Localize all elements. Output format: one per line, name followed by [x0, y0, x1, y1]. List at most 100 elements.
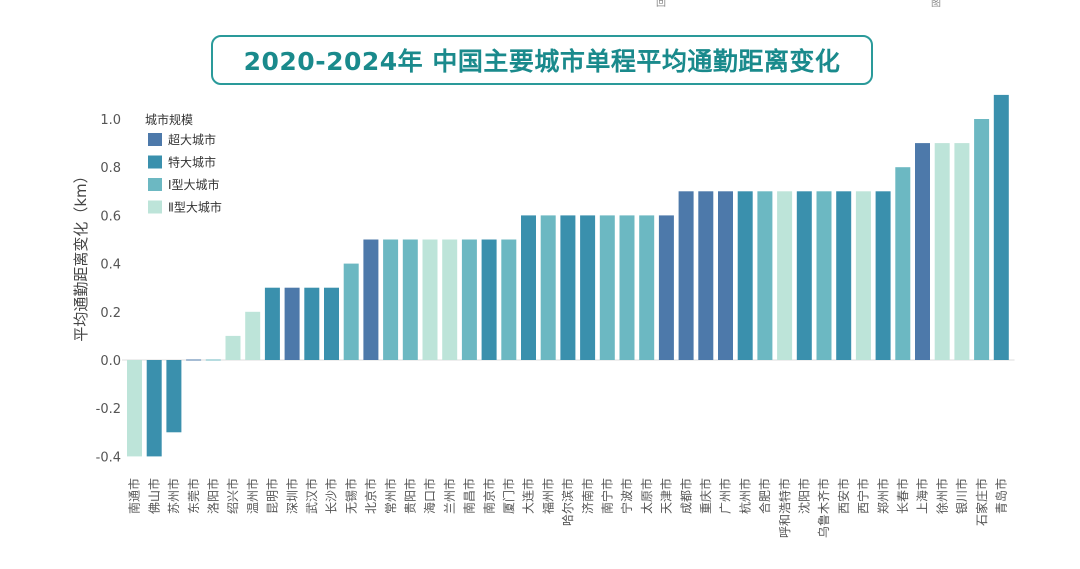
- y-tick-label: 1.0: [100, 113, 121, 128]
- legend-label: 特大城市: [168, 155, 216, 170]
- x-tick-label: 深圳市: [284, 478, 299, 514]
- x-axis-categories: 南通市 佛山市 苏州市 东莞市 洛阳市 绍兴市 温州市 昆明市 深圳市 武汉市 长沙市 无锡市 北京市常…: [127, 478, 1009, 538]
- cropped-fragment: 图: [931, 0, 941, 9]
- y-tick-label: -0.2: [96, 402, 121, 417]
- bar: [639, 215, 655, 360]
- x-tick-label: 徐州市: [934, 478, 949, 514]
- bar: [796, 191, 812, 360]
- bar: [166, 360, 182, 433]
- bar: [619, 215, 635, 360]
- x-tick-label: 南京市: [481, 478, 496, 514]
- bar: [658, 215, 674, 360]
- bar: [737, 191, 753, 360]
- x-tick-label: 温州市: [245, 478, 260, 514]
- legend-swatch: [148, 133, 162, 146]
- y-axis-label: 平均通勤距离变化（km）: [72, 168, 90, 341]
- legend-label: 超大城市: [168, 132, 216, 147]
- x-tick-label: 绍兴市: [225, 478, 240, 514]
- y-tick-label: 0.6: [100, 209, 121, 224]
- bars: [127, 94, 1009, 457]
- x-tick-label: 上海市: [915, 478, 930, 514]
- x-tick-label: 东莞市: [186, 478, 201, 514]
- bar: [580, 215, 596, 360]
- y-tick-label: 0.4: [100, 258, 121, 273]
- bar: [383, 239, 399, 360]
- chart-title: 2020-2024年 中国主要城市单程平均通勤距离变化: [211, 35, 873, 85]
- bar: [915, 143, 930, 360]
- bar: [678, 191, 694, 360]
- x-tick-label: 无锡市: [343, 478, 358, 514]
- x-tick-label: 太原市: [639, 478, 654, 514]
- bar: [442, 239, 458, 360]
- bar: [816, 191, 832, 360]
- x-tick-label: 大连市: [521, 478, 536, 514]
- bar: [777, 191, 793, 360]
- bar: [402, 239, 418, 360]
- x-tick-label: 南昌市: [462, 478, 477, 514]
- bar: [422, 239, 438, 360]
- bar: [146, 360, 162, 457]
- bar: [895, 167, 911, 360]
- x-tick-label: 杭州市: [737, 478, 752, 514]
- x-tick-label: 重庆市: [698, 478, 713, 514]
- x-tick-label: 西宁市: [856, 478, 871, 514]
- bar: [757, 191, 773, 360]
- x-tick-label: 宁波市: [619, 478, 634, 514]
- x-tick-label: 天津市: [659, 478, 674, 514]
- y-tick-label: -0.4: [96, 450, 121, 465]
- y-tick-label: 0.0: [100, 354, 121, 369]
- bar: [698, 191, 714, 360]
- legend-label: Ⅱ型大城市: [168, 200, 222, 215]
- legend-title: 城市规模: [145, 112, 193, 127]
- x-tick-label: 银川市: [954, 478, 969, 514]
- cropped-fragment: 回: [656, 0, 666, 9]
- x-tick-label: 南通市: [127, 478, 142, 514]
- x-tick-label: 苏州市: [166, 478, 181, 514]
- bar: [284, 287, 300, 360]
- bar: [954, 143, 970, 360]
- bar: [225, 335, 241, 360]
- y-axis-ticks: 1.0 0.8 0.6 0.4 0.2 0.0 -0.2 -0.4: [96, 113, 121, 465]
- x-tick-label: 洛阳市: [206, 478, 221, 514]
- x-tick-label: 哈尔滨市: [560, 478, 575, 526]
- x-tick-label: 佛山市: [146, 478, 161, 514]
- bar: [599, 215, 615, 360]
- bar: [993, 94, 1009, 361]
- bar: [855, 191, 871, 360]
- bar: [521, 215, 536, 360]
- x-tick-label: 乌鲁木齐市: [816, 478, 831, 538]
- bar: [343, 263, 359, 360]
- bar: [836, 191, 852, 360]
- x-tick-label: 兰州市: [442, 478, 457, 514]
- bar: [718, 191, 733, 360]
- legend-swatch: [148, 200, 162, 214]
- x-tick-label: 福州市: [540, 478, 555, 514]
- x-tick-label: 南宁市: [600, 478, 615, 514]
- x-tick-label: 济南市: [580, 478, 595, 514]
- bar: [934, 143, 950, 360]
- x-tick-label: 厦门市: [501, 478, 516, 514]
- x-tick-label: 常州市: [383, 478, 398, 514]
- legend-label: Ⅰ型大城市: [168, 177, 220, 192]
- bar: [304, 287, 320, 360]
- x-tick-label: 郑州市: [875, 478, 890, 514]
- bar: [363, 239, 379, 360]
- x-tick-label: 北京市: [363, 478, 378, 514]
- bar: [501, 239, 517, 360]
- x-tick-label: 西安市: [836, 478, 851, 514]
- legend-swatch: [148, 178, 162, 191]
- x-tick-label: 沈阳市: [797, 478, 812, 514]
- bar: [461, 239, 477, 360]
- x-tick-label: 呼和浩特市: [777, 478, 792, 538]
- bar: [974, 119, 990, 360]
- x-tick-label: 长沙市: [324, 478, 339, 514]
- bar: [324, 287, 339, 360]
- x-tick-label: 海口市: [422, 478, 437, 514]
- bar: [205, 359, 221, 361]
- bar: [264, 287, 280, 360]
- bar: [540, 215, 556, 360]
- x-tick-label: 石家庄市: [974, 478, 989, 526]
- x-tick-label: 贵阳市: [403, 478, 418, 514]
